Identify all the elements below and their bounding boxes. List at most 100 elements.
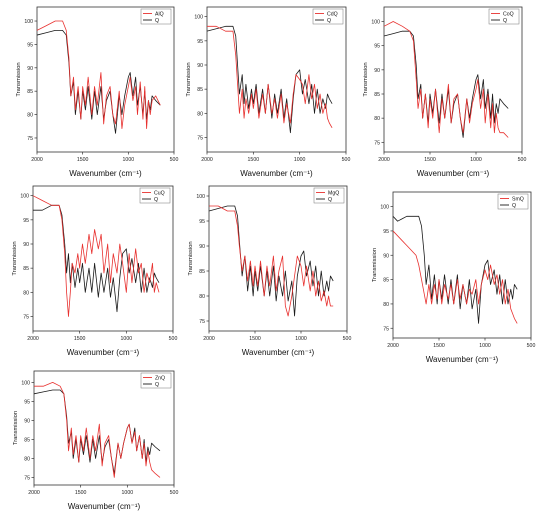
- series-line-coq: [383, 21, 509, 138]
- series-line-q: [208, 205, 334, 317]
- x-tick-label: 2000: [201, 157, 213, 163]
- y-tick-label: 75: [199, 319, 205, 325]
- x-tick-label: 1500: [74, 336, 86, 342]
- y-tick-label: 85: [197, 87, 203, 93]
- y-tick-label: 80: [27, 113, 33, 119]
- y-tick-label: 85: [27, 89, 33, 95]
- series-line-q: [206, 25, 333, 134]
- y-tick-label: 90: [199, 244, 205, 250]
- y-tick-label: 100: [21, 380, 30, 386]
- y-tick-label: 80: [383, 302, 389, 308]
- y-axis-label: Transmission: [363, 62, 369, 96]
- legend-label: SmQ: [512, 197, 524, 203]
- x-tick-label: 500: [518, 157, 527, 163]
- x-axis-label: Wavenumber (cm⁻¹): [69, 169, 142, 178]
- x-axis-label: Wavenumber (cm⁻¹): [240, 169, 313, 178]
- y-tick-label: 95: [24, 399, 30, 405]
- chart-panel: 75 80 85 90 95 100 2000 1500 1000 500 Wavenumber (…: [372, 191, 536, 364]
- y-tick-label: 95: [383, 229, 389, 235]
- y-tick-label: 80: [197, 111, 203, 117]
- x-tick-label: 1000: [294, 157, 306, 163]
- x-tick-label: 1000: [122, 490, 134, 496]
- y-tick-label: 75: [23, 315, 29, 321]
- x-tick-label: 500: [170, 490, 179, 496]
- y-axis-label: Transmission: [12, 241, 18, 275]
- y-tick-label: 100: [380, 205, 389, 211]
- series-line-q: [33, 204, 160, 313]
- x-tick-label: 500: [170, 157, 179, 163]
- y-tick-label: 80: [23, 290, 29, 296]
- y-tick-label: 80: [199, 294, 205, 300]
- y-tick-label: 90: [24, 418, 30, 424]
- legend-label: Q: [154, 197, 158, 203]
- y-tick-label: 75: [197, 136, 203, 142]
- y-axis-label: Transmission: [16, 62, 22, 96]
- legend-label: Q: [327, 18, 331, 24]
- y-tick-label: 90: [23, 242, 29, 248]
- chart-panel: 75 80 85 90 95 100 2000 1500 1000 500 Wavenumber (…: [363, 6, 527, 178]
- series-line-alq: [36, 20, 161, 130]
- series-line-mgq: [209, 205, 334, 317]
- chart-panel: 75 80 85 90 95 100 2000 1500 1000 500 Wavenumber (…: [188, 185, 352, 357]
- chart-panel: 75 80 85 90 95 100 2000 1500 1000 500 Wavenumber (…: [186, 6, 350, 178]
- y-axis-label: Transmission: [372, 248, 378, 282]
- y-axis-label: Transmission: [188, 241, 194, 275]
- y-tick-label: 95: [374, 44, 380, 50]
- y-tick-label: 85: [23, 266, 29, 272]
- x-tick-label: 1000: [295, 336, 307, 342]
- y-tick-label: 85: [199, 269, 205, 275]
- y-axis-label: Transmission: [13, 411, 19, 445]
- x-axis-label: Wavenumber (cm⁻¹): [417, 169, 490, 178]
- legend-label: Q: [503, 18, 507, 24]
- x-tick-label: 1500: [424, 157, 436, 163]
- x-tick-label: 1000: [470, 157, 482, 163]
- x-axis-label: Wavenumber (cm⁻¹): [68, 502, 141, 511]
- y-tick-label: 90: [197, 63, 203, 69]
- chart-panel: 75 80 85 90 95 100 2000 1500 1000 500 Wavenumber (…: [12, 185, 178, 357]
- plot-frame: [36, 6, 175, 153]
- x-tick-label: 2000: [203, 336, 215, 342]
- legend-label: Q: [328, 197, 332, 203]
- x-tick-label: 500: [527, 343, 536, 349]
- legend-label: CdQ: [327, 12, 338, 18]
- x-tick-label: 500: [169, 336, 178, 342]
- legend-label: AlQ: [155, 12, 164, 18]
- x-tick-label: 1500: [77, 157, 89, 163]
- x-tick-label: 2000: [378, 157, 390, 163]
- legend-label: Q: [512, 203, 516, 209]
- y-tick-label: 85: [24, 437, 30, 443]
- x-axis-label: Wavenumber (cm⁻¹): [426, 355, 499, 364]
- x-tick-label: 2000: [31, 157, 43, 163]
- plot-frame: [392, 191, 532, 339]
- x-tick-label: 1000: [123, 157, 135, 163]
- x-tick-label: 1500: [75, 490, 87, 496]
- y-tick-label: 90: [27, 66, 33, 72]
- series-line-smq: [392, 230, 518, 324]
- x-tick-label: 2000: [387, 343, 399, 349]
- series-line-q: [383, 30, 509, 138]
- legend-label: CoQ: [503, 12, 514, 18]
- x-tick-label: 500: [343, 336, 352, 342]
- y-tick-label: 85: [383, 278, 389, 284]
- plot-frame: [208, 185, 348, 332]
- x-tick-label: 1500: [248, 157, 260, 163]
- x-tick-label: 1000: [479, 343, 491, 349]
- x-tick-label: 1000: [121, 336, 133, 342]
- series-line-q: [36, 29, 161, 134]
- plot-frame: [206, 6, 347, 153]
- y-tick-label: 75: [27, 136, 33, 142]
- legend-label: CuQ: [154, 191, 165, 197]
- series-line-znq: [34, 382, 161, 478]
- y-tick-label: 95: [199, 219, 205, 225]
- chart-panel: 75 80 85 90 95 100 2000 1500 1000 500 Wavenumber (…: [16, 6, 179, 178]
- legend-label: Q: [155, 382, 159, 388]
- x-tick-label: 2000: [28, 490, 40, 496]
- plot-frame: [383, 6, 523, 153]
- legend-label: Q: [155, 18, 159, 24]
- y-tick-label: 100: [20, 194, 29, 200]
- y-tick-label: 90: [383, 253, 389, 259]
- x-tick-label: 1500: [433, 343, 445, 349]
- plot-frame: [32, 185, 174, 332]
- x-tick-label: 1500: [249, 336, 261, 342]
- y-tick-label: 75: [383, 326, 389, 332]
